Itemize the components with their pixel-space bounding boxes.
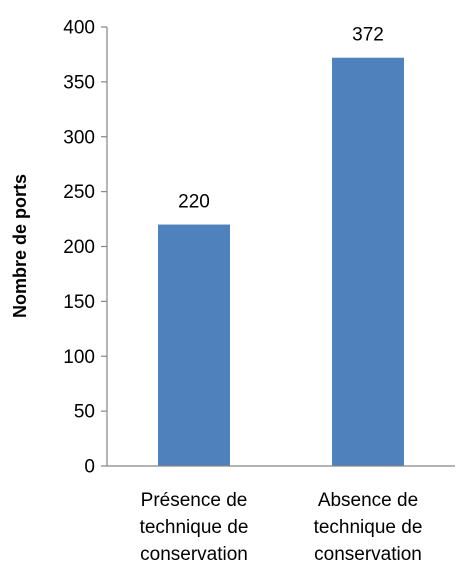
y-tick-label: 50 <box>74 402 95 423</box>
y-tick-label: 300 <box>63 127 95 148</box>
bar <box>332 57 404 466</box>
bars <box>158 57 404 466</box>
y-axis: 0 50 100 150 200 250 300 350 400 <box>63 18 108 478</box>
x-category-label-line: technique de <box>140 517 249 538</box>
y-tick-label: 400 <box>63 18 95 39</box>
x-category-label: Absence de technique de conservation <box>314 490 423 565</box>
data-labels: 220 372 <box>178 25 384 213</box>
y-tick-label: 250 <box>63 182 95 203</box>
y-tick-label: 100 <box>63 347 95 368</box>
x-category-label-line: conservation <box>314 544 422 565</box>
x-category-label-line: Présence de <box>141 490 248 511</box>
x-category-label: Présence de technique de conservation <box>140 490 249 565</box>
y-axis-title: Nombre de ports <box>10 174 30 318</box>
x-category-label-line: technique de <box>314 517 423 538</box>
data-label: 220 <box>178 192 210 213</box>
bar <box>158 224 230 466</box>
y-tick-label: 350 <box>63 72 95 93</box>
y-tick-label: 0 <box>84 457 95 478</box>
y-axis-title-group: Nombre de ports <box>10 174 30 318</box>
y-tick-label: 150 <box>63 292 95 313</box>
x-axis: Présence de technique de conservationAbsen… <box>107 465 455 565</box>
y-tick-label: 200 <box>63 237 95 258</box>
x-category-label-line: conservation <box>140 544 248 565</box>
data-label: 372 <box>352 25 384 46</box>
x-category-label-line: Absence de <box>318 490 418 511</box>
